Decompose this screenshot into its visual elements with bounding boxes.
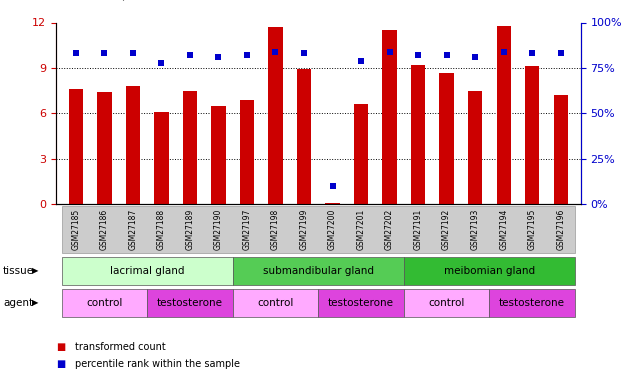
Point [527, 50, 537, 56]
Text: GSM27187: GSM27187 [129, 209, 137, 251]
Point [242, 52, 252, 58]
Text: GSM27200: GSM27200 [328, 209, 337, 251]
Point [327, 183, 337, 189]
Point [99, 50, 109, 56]
Text: GSM27190: GSM27190 [214, 209, 223, 251]
Text: GSM27201: GSM27201 [356, 209, 366, 251]
Point [470, 54, 480, 60]
Text: GSM27194: GSM27194 [499, 209, 508, 251]
Point [271, 49, 281, 55]
Bar [126, 86, 140, 204]
Text: GSM27197: GSM27197 [242, 209, 252, 251]
Text: control: control [428, 298, 465, 308]
Text: GSM27195: GSM27195 [528, 209, 537, 251]
Text: GSM27199: GSM27199 [299, 209, 309, 251]
Text: percentile rank within the sample: percentile rank within the sample [75, 359, 240, 369]
Bar [154, 112, 168, 204]
Bar [183, 91, 197, 204]
Text: control: control [86, 298, 122, 308]
Text: GSM27186: GSM27186 [100, 209, 109, 251]
Text: ■: ■ [56, 359, 65, 369]
Point [556, 50, 566, 56]
Bar [240, 100, 254, 204]
Point [214, 54, 224, 60]
Text: GDS1361 / 968: GDS1361 / 968 [56, 0, 156, 2]
Point [128, 50, 138, 56]
Text: ▶: ▶ [32, 266, 39, 275]
Point [413, 52, 423, 58]
Text: GSM27185: GSM27185 [71, 209, 80, 251]
Text: testosterone: testosterone [157, 298, 223, 308]
Text: ▶: ▶ [32, 298, 39, 307]
Bar [97, 92, 112, 204]
Text: GSM27188: GSM27188 [157, 209, 166, 250]
Bar [69, 89, 83, 204]
Text: control: control [257, 298, 294, 308]
Bar [411, 65, 425, 204]
Point [71, 50, 81, 56]
Text: GSM27196: GSM27196 [556, 209, 565, 251]
Point [299, 50, 309, 56]
Point [156, 60, 166, 66]
Point [499, 49, 509, 55]
Bar [268, 27, 283, 204]
Point [356, 58, 366, 64]
Bar [497, 26, 510, 204]
Point [185, 52, 195, 58]
Bar [440, 72, 454, 204]
Text: tissue: tissue [3, 266, 34, 276]
Bar [325, 203, 340, 204]
Text: submandibular gland: submandibular gland [263, 266, 374, 276]
Bar [553, 95, 568, 204]
Bar [354, 104, 368, 204]
Bar [468, 91, 483, 204]
Text: testosterone: testosterone [499, 298, 565, 308]
Text: meibomian gland: meibomian gland [444, 266, 535, 276]
Text: GSM27193: GSM27193 [471, 209, 479, 251]
Text: GSM27202: GSM27202 [385, 209, 394, 251]
Point [442, 52, 451, 58]
Text: GSM27189: GSM27189 [186, 209, 194, 251]
Text: testosterone: testosterone [328, 298, 394, 308]
Text: GSM27192: GSM27192 [442, 209, 451, 251]
Text: GSM27191: GSM27191 [414, 209, 422, 251]
Bar [525, 66, 539, 204]
Text: agent: agent [3, 298, 34, 308]
Bar [297, 69, 311, 204]
Text: transformed count: transformed count [75, 342, 165, 352]
Text: lacrimal gland: lacrimal gland [110, 266, 184, 276]
Bar [383, 30, 397, 204]
Text: ■: ■ [56, 342, 65, 352]
Point [384, 49, 394, 55]
Bar [211, 106, 225, 204]
Text: GSM27198: GSM27198 [271, 209, 280, 251]
